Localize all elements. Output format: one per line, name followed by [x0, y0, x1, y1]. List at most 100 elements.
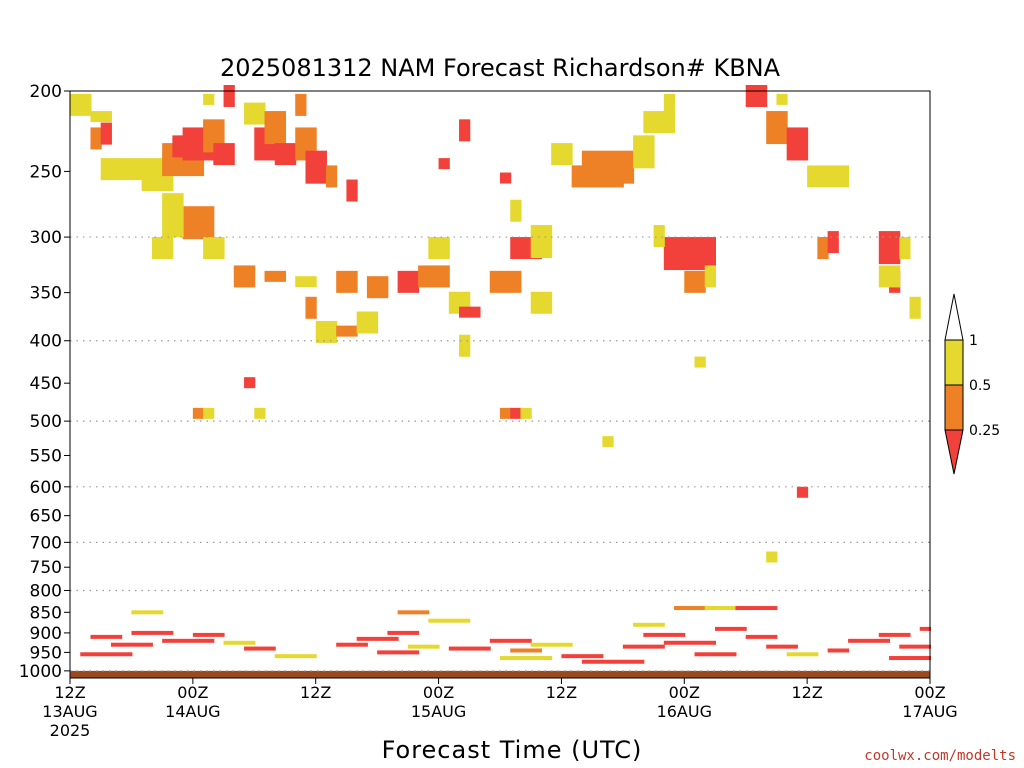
ri-low-cell: [878, 632, 911, 637]
ri-cell: [203, 237, 225, 260]
x-tick-label: 00Z: [669, 683, 700, 702]
ri-cell: [500, 172, 512, 184]
ri-low-cell: [919, 626, 931, 631]
y-tick-label: 300: [30, 228, 62, 248]
ri-cell: [602, 436, 614, 448]
ri-cell: [182, 206, 215, 240]
ri-low-cell: [561, 654, 604, 659]
ri-cell: [244, 102, 266, 125]
ri-low-cell: [643, 632, 686, 637]
ri-cell: [203, 93, 215, 105]
ri-cell: [530, 291, 553, 314]
ri-cell: [500, 407, 512, 419]
x-tick-label: 14AUG: [165, 702, 220, 721]
ri-cell: [264, 270, 286, 282]
ri-cell: [571, 165, 624, 188]
ri-cell: [315, 320, 338, 343]
ri-cell: [663, 93, 676, 116]
ri-cell: [796, 486, 809, 498]
x-tick-label: 00Z: [914, 683, 945, 702]
ri-cell: [459, 119, 471, 142]
ri-cell: [878, 265, 901, 288]
ri-cell: [264, 111, 286, 145]
ri-cell: [356, 311, 379, 334]
y-tick-label: 700: [30, 533, 62, 553]
ri-cell: [90, 111, 112, 123]
x-tick-label: 12Z: [791, 683, 822, 702]
y-tick-label: 550: [30, 446, 62, 466]
ri-low-cell: [377, 650, 420, 655]
ri-low-cell: [674, 606, 716, 611]
plot-frame: [69, 90, 931, 679]
ri-cell: [151, 237, 174, 260]
ri-cell: [459, 334, 471, 357]
ri-cell: [786, 127, 809, 161]
ri-cell: [325, 165, 338, 188]
ri-cell: [438, 158, 450, 170]
x-tick-label: 15AUG: [411, 702, 466, 721]
ri-cell: [909, 296, 921, 319]
ri-cell: [817, 237, 829, 260]
ri-low-cell: [581, 659, 645, 664]
ri-low-cell: [899, 644, 931, 649]
x-tick-label: 16AUG: [657, 702, 712, 721]
ri-low-cell: [274, 654, 317, 659]
ri-cell: [520, 407, 532, 419]
ri-low-cell: [489, 638, 532, 643]
y-tick-label: 600: [30, 478, 62, 498]
ri-low-cell: [162, 638, 215, 643]
ri-cell: [213, 143, 235, 166]
color-legend: 1 0.5 0.25: [944, 293, 1000, 475]
ri-cell: [295, 93, 307, 116]
ri-low-cell: [131, 630, 174, 635]
ri-low-cell: [244, 646, 276, 651]
legend-bin: [944, 339, 964, 386]
ri-low-cell: [192, 632, 225, 637]
y-tick-label: 450: [30, 374, 62, 394]
legend-label: 0.5: [969, 378, 991, 394]
ri-cell: [459, 306, 481, 318]
ri-cell: [766, 111, 788, 145]
ri-low-cell: [336, 642, 368, 647]
legend-label: 0.25: [969, 423, 1000, 439]
ri-cell: [203, 407, 215, 419]
ri-cell: [397, 270, 420, 293]
ri-cell: [162, 193, 184, 238]
ri-cell: [90, 127, 102, 150]
legend-label: 1: [969, 333, 978, 349]
ri-low-cell: [766, 644, 798, 649]
ri-cell: [489, 270, 522, 293]
ri-low-cell: [704, 606, 747, 611]
ri-low-cell: [735, 606, 778, 611]
ri-cell: [305, 296, 317, 319]
ri-cell: [807, 165, 850, 188]
x-tick-label: 12Z: [546, 683, 577, 702]
ri-low-cell: [448, 646, 491, 651]
ri-cell: [684, 270, 706, 293]
ri-low-cell: [510, 648, 542, 653]
ri-cell: [366, 276, 389, 299]
y-tick-label: 200: [30, 82, 62, 102]
plot-area: [69, 85, 931, 679]
ri-low-cell: [80, 652, 133, 657]
ri-cell: [346, 179, 358, 202]
ri-cell: [643, 111, 676, 134]
ri-cell: [776, 93, 788, 105]
ri-low-cell: [848, 638, 891, 643]
y-tick-label: 250: [30, 162, 62, 182]
ri-cell: [295, 276, 317, 288]
x-tick-label: 12Z: [54, 683, 85, 702]
y-tick-label: 400: [30, 332, 62, 352]
ri-low-cell: [428, 618, 471, 623]
ri-low-cell: [407, 644, 440, 649]
x-tick-label: 13AUG: [42, 702, 97, 721]
ri-low-cell: [889, 656, 931, 661]
ri-cell: [878, 231, 901, 265]
ri-cell: [336, 270, 358, 293]
y-tick-label: 800: [30, 581, 62, 601]
ri-cell: [530, 225, 553, 259]
ri-cell: [305, 150, 327, 184]
y-tick-label: 850: [30, 603, 62, 623]
y-tick-label: 950: [30, 643, 62, 663]
